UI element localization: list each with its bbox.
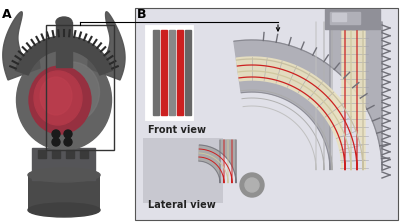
- Bar: [169, 30, 175, 115]
- Bar: [330, 12, 360, 24]
- Bar: [32, 148, 95, 180]
- Circle shape: [245, 178, 259, 192]
- Circle shape: [52, 138, 60, 146]
- Polygon shape: [3, 12, 40, 80]
- Bar: [56, 22, 72, 67]
- Bar: [46, 25, 114, 150]
- Ellipse shape: [16, 50, 112, 150]
- Polygon shape: [236, 22, 365, 170]
- Ellipse shape: [56, 17, 72, 27]
- Circle shape: [64, 138, 72, 146]
- Polygon shape: [15, 36, 113, 75]
- Ellipse shape: [40, 77, 72, 115]
- Bar: [143, 138, 223, 203]
- Polygon shape: [234, 22, 382, 170]
- Ellipse shape: [29, 66, 91, 134]
- Bar: [332, 13, 346, 21]
- Text: A: A: [2, 8, 12, 21]
- Text: Lateral view: Lateral view: [148, 200, 216, 210]
- Text: Front view: Front view: [148, 125, 206, 135]
- Bar: [153, 30, 159, 115]
- Circle shape: [64, 130, 72, 138]
- Bar: [80, 150, 88, 158]
- Bar: [38, 150, 46, 158]
- Bar: [325, 9, 380, 29]
- Bar: [145, 25, 193, 120]
- Polygon shape: [199, 140, 236, 183]
- Bar: [185, 30, 191, 115]
- Bar: [28, 175, 100, 210]
- Bar: [177, 30, 183, 115]
- Circle shape: [52, 130, 60, 138]
- Polygon shape: [88, 12, 125, 80]
- Bar: [135, 8, 398, 220]
- Ellipse shape: [34, 71, 82, 125]
- Ellipse shape: [28, 203, 100, 217]
- Ellipse shape: [44, 62, 100, 122]
- Bar: [161, 30, 167, 115]
- Circle shape: [240, 173, 264, 197]
- Text: B: B: [137, 8, 146, 21]
- Bar: [66, 150, 74, 158]
- Ellipse shape: [28, 168, 100, 182]
- Bar: [52, 150, 60, 158]
